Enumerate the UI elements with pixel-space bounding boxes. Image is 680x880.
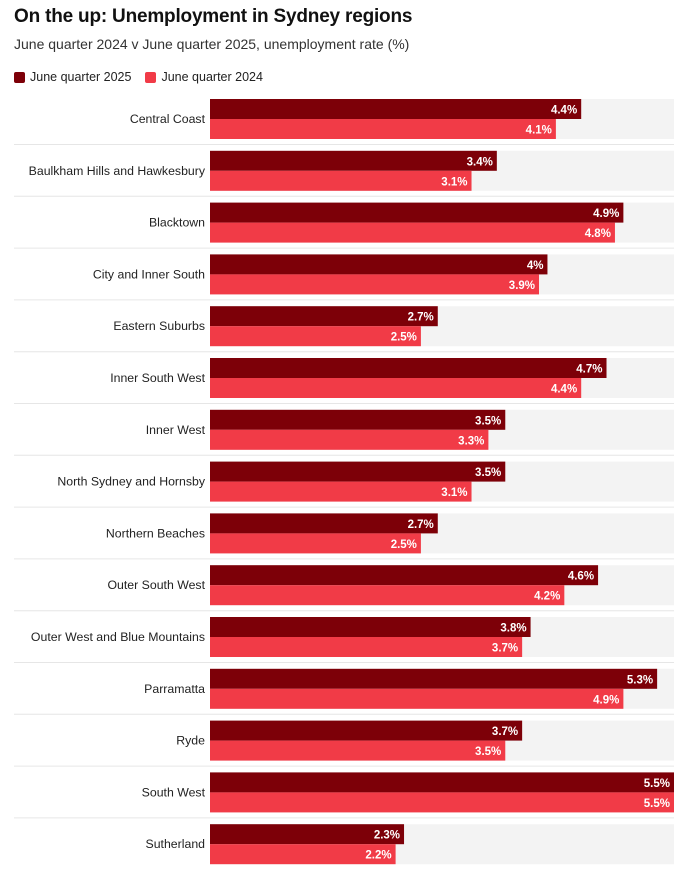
category-label: Blacktown [149,216,205,230]
category-label: Inner West [146,423,206,437]
bar-2025 [210,668,658,689]
value-label: 3.3% [458,435,484,447]
category-label: North Sydney and Hornsby [57,475,205,489]
value-label: 3.5% [475,415,501,427]
legend-swatch-2024 [145,71,157,83]
value-label: 3.5% [475,467,501,479]
value-label: 2.5% [391,539,417,551]
bar-2024 [210,792,674,813]
value-label: 4.2% [534,591,560,603]
value-label: 4% [527,260,544,272]
value-label: 4.9% [593,208,619,220]
bar-2025 [210,358,607,378]
value-label: 5.3% [627,674,653,686]
bar-2025 [210,150,497,171]
value-label: 3.7% [492,726,518,738]
bar-2025 [210,409,506,430]
bar-2025 [210,824,405,845]
bar-2024 [210,585,565,606]
legend-label-2025: June quarter 2025 [30,70,132,84]
bar-2025 [210,254,548,275]
category-label: Ryde [176,734,205,748]
bar-2024 [210,326,421,347]
chart-title: On the up: Unemployment in Sydney region… [14,6,413,27]
category-label: South West [142,785,206,799]
bar-2024 [210,222,615,243]
value-label: 2.3% [374,830,400,842]
category-label: Sutherland [146,837,206,851]
bar-2024 [210,378,582,398]
value-label: 4.8% [585,228,611,240]
bar-2024 [210,119,556,139]
category-label: Central Coast [130,112,206,126]
value-label: 3.8% [500,623,526,635]
legend-swatch-2025 [14,71,25,83]
value-label: 4.1% [526,125,552,137]
value-label: 4.4% [551,384,577,396]
bar-2024 [210,274,540,295]
bar-2024 [210,429,489,450]
value-label: 3.4% [467,156,493,168]
value-label: 3.7% [492,643,518,655]
bar-2024 [210,637,523,657]
value-label: 4.4% [551,105,577,117]
value-label: 3.5% [475,746,501,758]
value-label: 3.1% [441,487,467,499]
bar-2025 [210,565,599,586]
chart-subtitle: June quarter 2024 v June quarter 2025, u… [14,36,410,52]
legend-label-2024: June quarter 2024 [161,70,263,84]
bar-2024 [210,170,472,191]
legend: June quarter 2025 June quarter 2024 [14,70,263,84]
category-label: Inner South West [110,371,205,385]
legend-item-2025: June quarter 2025 [14,70,131,84]
category-label: City and Inner South [93,267,205,281]
value-label: 3.9% [509,280,535,292]
value-label: 2.7% [408,312,434,324]
bar-2025 [210,306,438,327]
value-label: 4.7% [576,364,602,376]
bar-2024 [210,481,472,502]
value-label: 2.5% [391,332,417,344]
bar-2025 [210,202,624,223]
category-label: Outer South West [107,578,205,592]
bar-2024 [210,844,396,865]
bar-2024 [210,688,624,709]
legend-item-2024: June quarter 2024 [145,70,263,84]
value-label: 4.6% [568,571,594,583]
category-label: Eastern Suburbs [113,319,205,333]
value-label: 5.5% [644,778,670,790]
bar-2025 [210,772,674,793]
bar-2025 [210,720,523,741]
value-label: 2.7% [408,519,434,531]
value-label: 2.2% [365,850,391,862]
bar-2025 [210,617,531,637]
category-label: Baulkham Hills and Hawkesbury [29,164,206,178]
bar-2025 [210,513,438,534]
category-label: Outer West and Blue Mountains [31,630,205,644]
value-label: 4.9% [593,694,619,706]
bar-2025 [210,99,582,119]
category-label: Northern Beaches [106,526,205,540]
value-label: 5.5% [644,798,670,810]
value-label: 3.1% [441,176,467,188]
bar-2025 [210,461,506,482]
category-label: Parramatta [144,682,205,696]
bar-2024 [210,533,421,554]
bar-2024 [210,740,506,761]
